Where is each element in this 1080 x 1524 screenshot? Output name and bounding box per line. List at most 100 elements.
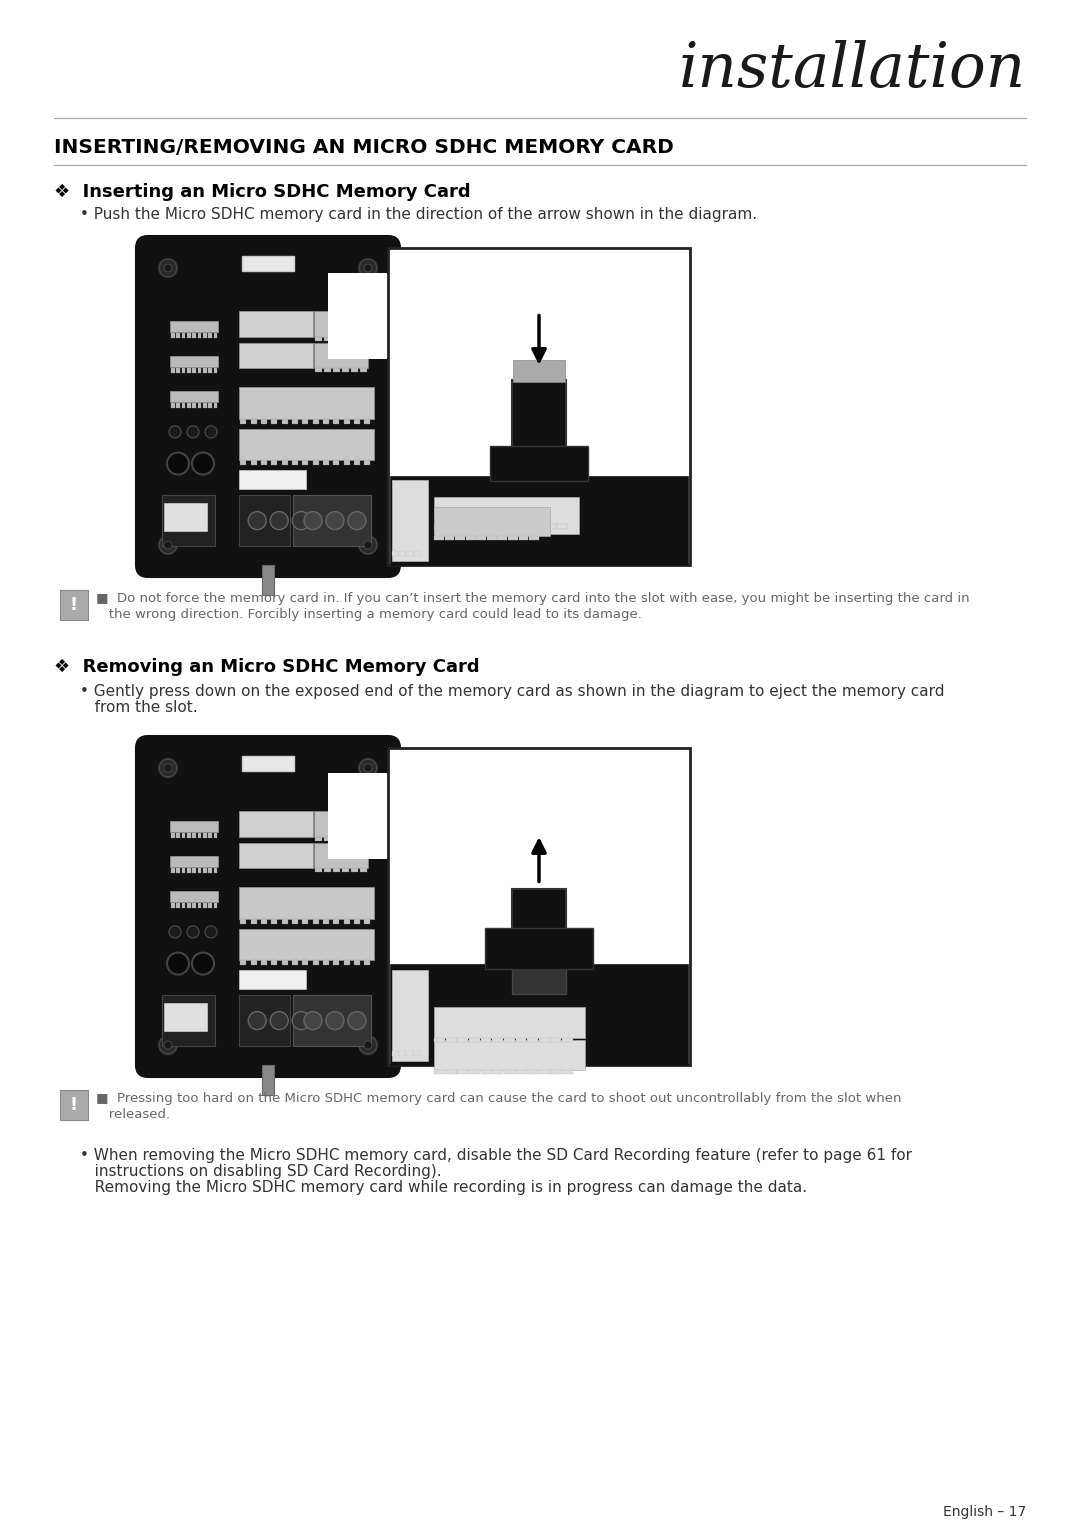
Bar xyxy=(214,867,217,873)
Bar xyxy=(364,460,370,465)
Bar xyxy=(392,480,429,561)
Circle shape xyxy=(364,764,372,773)
Bar xyxy=(334,919,339,924)
Bar xyxy=(323,960,329,965)
Bar xyxy=(434,1007,585,1038)
Bar xyxy=(176,367,180,373)
Bar xyxy=(524,524,534,529)
Bar xyxy=(181,402,186,407)
Bar xyxy=(324,337,330,341)
Bar xyxy=(302,960,309,965)
Bar xyxy=(314,343,368,369)
Bar xyxy=(478,524,489,529)
Bar xyxy=(334,369,339,372)
Circle shape xyxy=(270,1012,288,1030)
Circle shape xyxy=(326,512,343,530)
Bar xyxy=(176,834,180,838)
Bar xyxy=(240,460,246,465)
Bar xyxy=(315,869,322,872)
Bar xyxy=(515,1070,526,1074)
Bar xyxy=(176,402,180,407)
Bar xyxy=(539,1038,550,1041)
Bar xyxy=(334,960,339,965)
Bar xyxy=(239,387,374,419)
Bar xyxy=(171,867,175,873)
Text: ■  Pressing too hard on the Micro SDHC memory card can cause the card to shoot o: ■ Pressing too hard on the Micro SDHC me… xyxy=(96,1093,902,1105)
Bar xyxy=(487,536,497,541)
Bar xyxy=(457,524,467,529)
Bar xyxy=(242,756,295,771)
Bar xyxy=(476,536,486,541)
Bar xyxy=(527,1038,538,1041)
Circle shape xyxy=(364,264,372,273)
Circle shape xyxy=(164,764,172,773)
Circle shape xyxy=(303,1012,322,1030)
Bar xyxy=(361,337,366,341)
Bar xyxy=(171,367,175,373)
Bar xyxy=(208,834,212,838)
Bar xyxy=(334,837,339,841)
Bar xyxy=(554,378,558,379)
Bar xyxy=(481,1038,491,1041)
Bar xyxy=(312,960,319,965)
Circle shape xyxy=(348,512,366,530)
Bar xyxy=(262,1065,274,1096)
Bar xyxy=(465,536,475,541)
Bar xyxy=(315,369,322,372)
Bar xyxy=(60,590,87,620)
Bar xyxy=(469,1070,480,1074)
Bar xyxy=(535,524,545,529)
Bar xyxy=(181,367,186,373)
Bar xyxy=(187,332,191,338)
Bar xyxy=(434,536,444,541)
Bar xyxy=(170,390,218,402)
Bar xyxy=(251,919,257,924)
Bar xyxy=(214,332,217,338)
Bar xyxy=(343,960,350,965)
Bar xyxy=(485,928,593,969)
Bar xyxy=(192,367,197,373)
Bar xyxy=(324,369,330,372)
Circle shape xyxy=(187,425,199,437)
Bar xyxy=(171,834,175,838)
Bar xyxy=(518,378,524,379)
Bar xyxy=(192,902,197,908)
Bar xyxy=(490,445,588,482)
Circle shape xyxy=(248,512,266,530)
Bar xyxy=(328,273,390,360)
Bar xyxy=(176,867,180,873)
Bar xyxy=(498,536,508,541)
Text: from the slot.: from the slot. xyxy=(80,700,198,715)
Bar xyxy=(434,1038,445,1041)
Circle shape xyxy=(164,264,172,273)
Bar xyxy=(240,419,246,424)
Bar xyxy=(164,1003,207,1030)
Bar xyxy=(530,378,536,379)
Bar xyxy=(170,856,218,867)
Bar xyxy=(198,902,201,908)
Bar xyxy=(492,1070,503,1074)
Circle shape xyxy=(167,952,189,974)
Bar xyxy=(361,369,366,372)
Circle shape xyxy=(364,1041,372,1049)
Circle shape xyxy=(192,952,214,974)
Bar xyxy=(501,524,512,529)
Bar xyxy=(203,367,206,373)
Circle shape xyxy=(192,453,214,474)
Bar xyxy=(239,311,313,337)
Bar xyxy=(181,867,186,873)
Bar xyxy=(302,460,309,465)
Bar xyxy=(214,367,217,373)
FancyBboxPatch shape xyxy=(136,236,400,578)
Bar xyxy=(198,834,201,838)
Bar xyxy=(302,919,309,924)
Bar xyxy=(392,969,429,1061)
Bar xyxy=(293,495,370,546)
Bar xyxy=(390,475,688,565)
Bar xyxy=(171,402,175,407)
Text: • Push the Micro SDHC memory card in the direction of the arrow shown in the dia: • Push the Micro SDHC memory card in the… xyxy=(80,207,757,223)
Bar xyxy=(324,837,330,841)
Circle shape xyxy=(348,1012,366,1030)
Bar xyxy=(445,536,455,541)
Bar xyxy=(456,536,465,541)
